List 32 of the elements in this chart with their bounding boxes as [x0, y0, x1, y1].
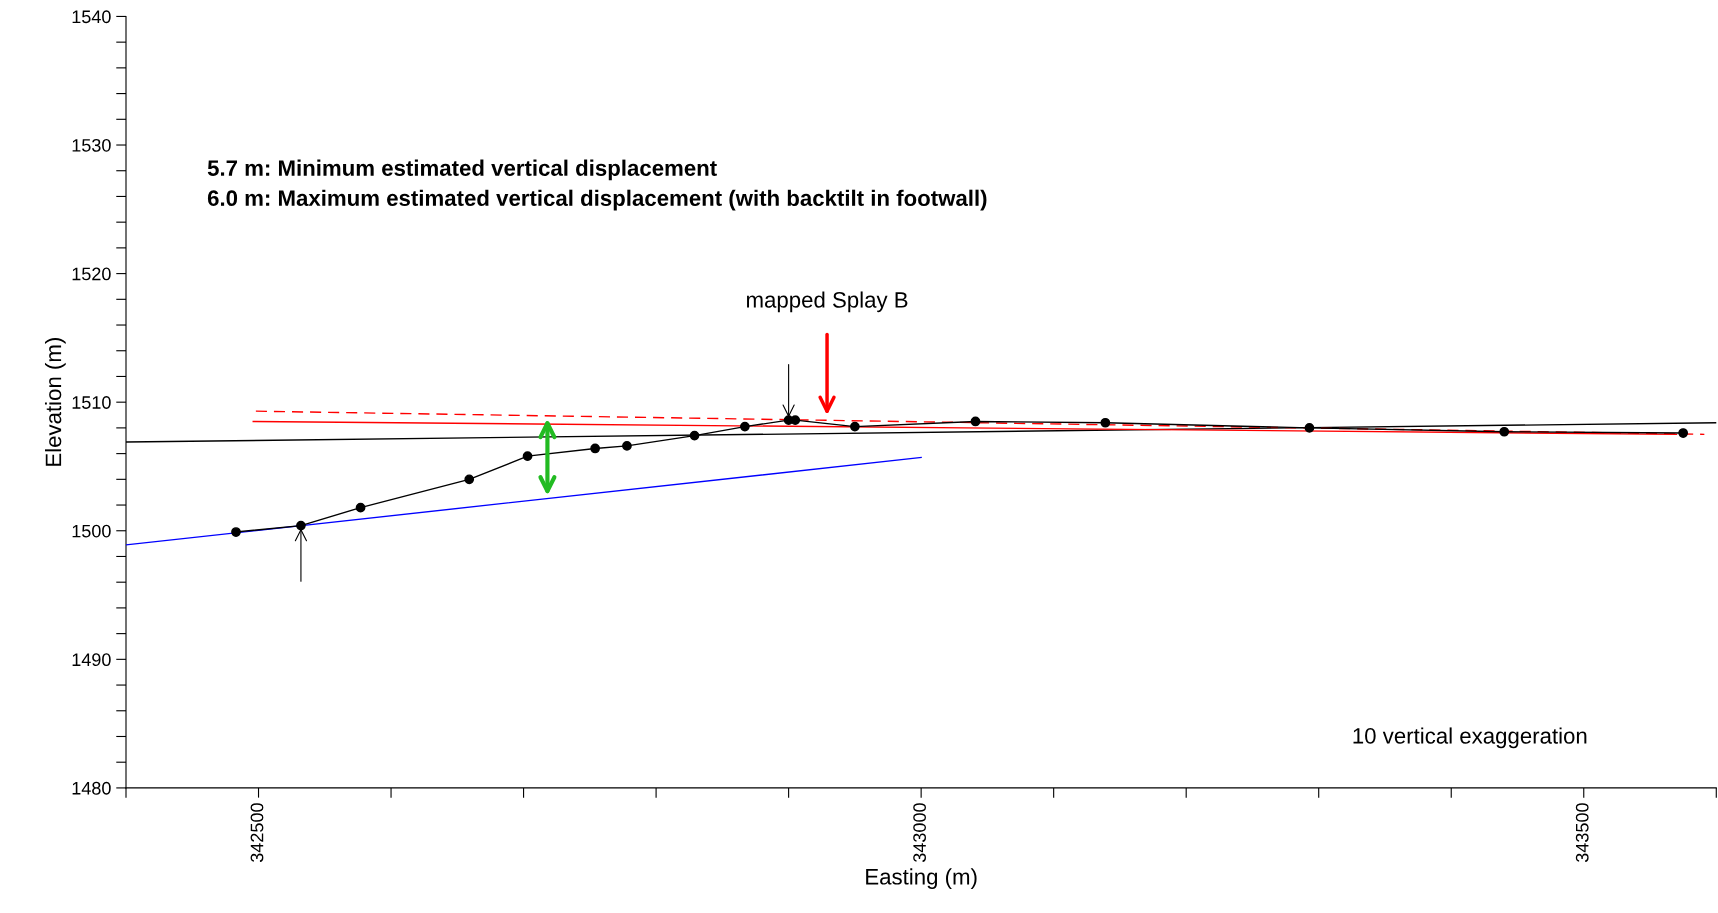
- y-tick-label: 1520: [72, 267, 111, 281]
- y-tick-label: 1530: [72, 138, 111, 152]
- annotation: mapped Splay B: [747, 291, 908, 313]
- x-axis-title: Easting (m): [866, 868, 977, 890]
- y-axis-title: Elevation (m): [44, 338, 66, 466]
- point: [296, 520, 306, 531]
- point: [464, 474, 475, 485]
- point: [590, 443, 600, 454]
- point: [1304, 423, 1315, 433]
- point: [689, 430, 700, 441]
- point: [231, 527, 241, 537]
- x-tick-label: 342500: [250, 803, 264, 863]
- y-tick-label: 1480: [72, 781, 111, 795]
- y-tick-label: 1500: [72, 524, 111, 538]
- annotation: 5.7 m: Minimum estimated vertical displacement: [207, 159, 717, 181]
- x-tick-label: 343500: [1575, 803, 1589, 863]
- point: [622, 441, 632, 451]
- point: [1499, 426, 1510, 437]
- point: [522, 451, 533, 462]
- x-tick-label: 343000: [913, 803, 926, 863]
- y-tick-label: 1540: [72, 10, 111, 24]
- point: [850, 421, 860, 432]
- point: [355, 502, 366, 513]
- point: [1678, 428, 1689, 438]
- annotation: 6.0 m: Maximum estimated vertical displacement (with backtilt in footwall): [207, 189, 987, 211]
- y-tick-label: 1490: [72, 653, 111, 667]
- y-tick-label: 1510: [72, 396, 111, 409]
- point: [1100, 417, 1111, 428]
- point: [970, 416, 981, 427]
- point: [790, 415, 801, 426]
- point: [740, 421, 750, 432]
- annotation: 10 vertical exaggeration: [1353, 727, 1587, 749]
